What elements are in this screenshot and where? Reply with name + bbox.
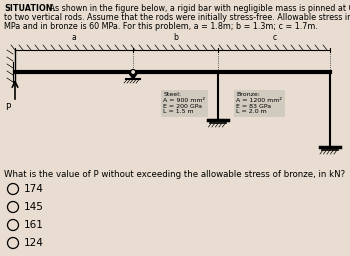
Polygon shape bbox=[128, 72, 138, 79]
Text: Steel:
A = 900 mm²
E = 200 GPa
L = 1.5 m: Steel: A = 900 mm² E = 200 GPa L = 1.5 m bbox=[163, 92, 205, 114]
Text: 161: 161 bbox=[24, 220, 44, 230]
Text: As shown in the figure below, a rigid bar with negligible mass is pinned at O an: As shown in the figure below, a rigid ba… bbox=[47, 4, 350, 13]
Text: P: P bbox=[6, 102, 11, 112]
Text: 174: 174 bbox=[24, 184, 44, 194]
Text: MPa and in bronze is 60 MPa. For this problem, a = 1.8m; b = 1.3m; c = 1.7m.: MPa and in bronze is 60 MPa. For this pr… bbox=[4, 22, 318, 31]
Text: 145: 145 bbox=[24, 202, 44, 212]
Text: 124: 124 bbox=[24, 238, 44, 248]
Text: Bronze:
A = 1200 mm²
E = 83 GPa
L = 2.0 m: Bronze: A = 1200 mm² E = 83 GPa L = 2.0 … bbox=[237, 92, 282, 114]
Text: c: c bbox=[272, 33, 276, 42]
Text: SITUATION.: SITUATION. bbox=[4, 4, 56, 13]
Circle shape bbox=[131, 69, 136, 74]
Text: a: a bbox=[72, 33, 76, 42]
Text: to two vertical rods. Assume that the rods were initially stress-free. Allowable: to two vertical rods. Assume that the ro… bbox=[4, 13, 350, 22]
Text: b: b bbox=[173, 33, 178, 42]
Text: What is the value of P without exceeding the allowable stress of bronze, in kN?: What is the value of P without exceeding… bbox=[4, 170, 345, 179]
